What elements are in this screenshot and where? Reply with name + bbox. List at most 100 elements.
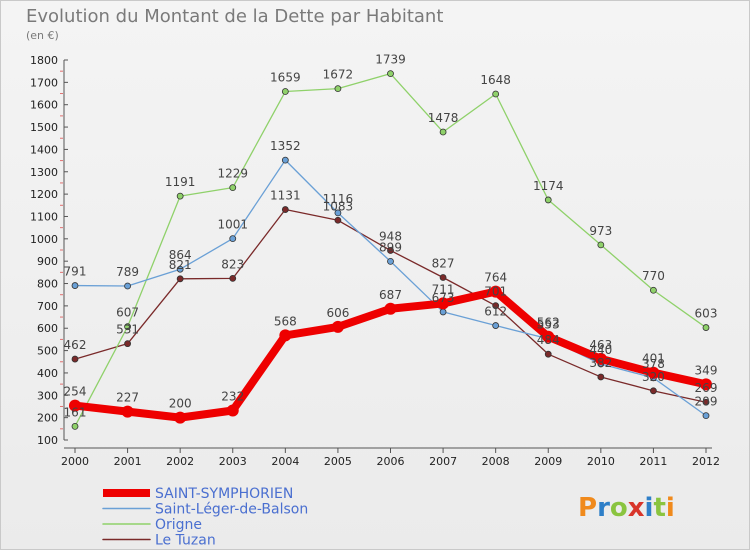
series-3 [71,206,710,406]
legend-label: Saint-Léger-de-Balson [155,502,308,518]
y-tick-label: 200 [37,412,58,425]
chart-title: Evolution du Montant de la Dette par Hab… [26,6,443,27]
data-label: 864 [169,248,192,262]
x-tick-label: 2003 [219,455,247,468]
data-point [71,282,79,289]
y-tick-label: 1100 [30,210,58,223]
x-tick-label: 2001 [114,455,142,468]
series-layer [69,70,712,430]
data-point [439,274,447,281]
x-tick-label: 2005 [324,455,352,468]
data-label: 269 [695,381,718,395]
data-point [334,209,342,217]
y-tick-label: 1800 [30,54,58,67]
data-point [71,355,79,363]
data-label: 568 [274,314,297,328]
data-point [702,412,710,420]
y-tick-label: 800 [37,278,58,291]
data-point [71,422,79,430]
data-label: 770 [642,269,665,283]
logo-text: Proxiti [578,493,675,523]
data-label: 1739 [375,53,406,67]
chart-subtitle: (en €) [26,29,59,42]
data-label: 1131 [270,189,301,203]
data-point [281,88,289,95]
data-point [334,85,342,93]
data-point [281,156,289,164]
data-label: 791 [64,265,87,279]
data-point [226,404,239,417]
data-label: 200 [169,397,192,411]
data-point [702,398,710,406]
data-point [544,196,552,204]
data-point [492,90,500,98]
data-point [124,282,131,290]
data-label: 161 [64,405,87,419]
x-tick-label: 2006 [377,455,405,468]
data-label: 827 [432,256,455,270]
data-point [124,340,131,348]
data-label: 973 [589,224,612,238]
data-label: 1478 [428,111,459,125]
data-label: 823 [221,257,244,271]
data-point [542,330,555,343]
data-point [176,265,184,273]
data-label: 711 [432,282,455,296]
y-tick-label: 100 [37,434,58,447]
data-label: 764 [484,271,507,285]
axes: 100 200 300 400 500 600 700 800 900 1000 1100 1200 1… [30,54,720,468]
data-label: 349 [695,363,718,377]
y-tick-label: 600 [37,322,58,335]
x-tick-label: 2002 [166,455,194,468]
data-point [387,247,394,254]
data-point [647,366,660,379]
data-labels: 254 227 200 232 568 606 687 711 764 562 463 401 349 7… [64,53,718,420]
data-label: 562 [537,316,560,330]
data-point [594,352,607,365]
data-label: 484 [537,333,560,347]
data-point [279,329,292,342]
x-tick-label: 2010 [587,455,615,468]
y-tick-label: 700 [37,300,58,313]
legend-label: SAINT-SYMPHORIEN [155,486,293,502]
data-label: 1116 [323,192,354,206]
data-label: 1352 [270,139,301,153]
x-tick-label: 2011 [639,455,667,468]
data-label: 1672 [323,68,354,82]
data-point [176,192,184,200]
data-point [597,241,605,249]
data-label: 701 [484,285,507,299]
data-label: 462 [64,338,87,352]
x-tick-label: 2012 [692,455,720,468]
y-tick-label: 500 [37,345,58,358]
series-2 [71,70,710,430]
data-point [124,323,131,331]
data-label: 320 [642,370,665,384]
data-label: 1174 [533,179,564,193]
data-point [121,405,134,418]
y-tick-label: 1400 [30,143,58,156]
data-label: 553 [537,318,560,332]
data-point [331,320,344,333]
x-tick-label: 2008 [482,455,510,468]
data-point [334,216,342,224]
x-tick-label: 2004 [271,455,299,468]
data-label: 821 [169,258,192,272]
data-point [489,285,502,298]
proxiti-logo: Proxiti [578,493,675,523]
data-label: 531 [116,323,139,337]
data-label: 254 [64,385,87,399]
data-label: 687 [379,288,402,302]
data-label: 1191 [165,175,196,189]
data-label: 603 [695,307,718,321]
data-point [700,378,712,391]
data-label: 1083 [323,199,354,213]
data-point [650,286,657,294]
data-label: 612 [484,305,507,319]
data-point [69,399,81,412]
data-point [492,302,500,310]
data-label: 209 [695,395,718,409]
data-label: 673 [432,291,455,305]
data-point [174,411,187,424]
